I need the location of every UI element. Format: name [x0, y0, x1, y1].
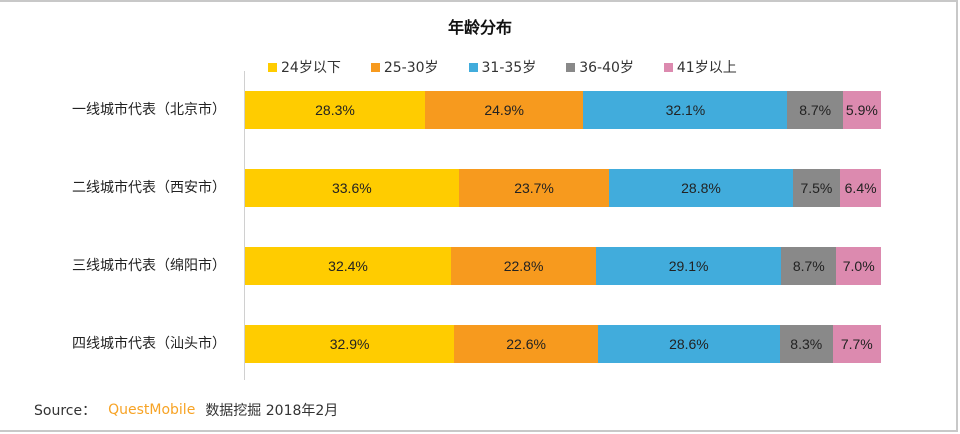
bar-segment-over-41: 7.0% [836, 247, 881, 285]
legend-label: 25-30岁 [383, 60, 439, 76]
stacked-bar-tier2: 33.6% 23.7% 28.8% 7.5% 6.4% [245, 169, 881, 207]
category-axis-line [244, 71, 245, 380]
source-note: Source： QuestMobile 数据挖掘 2018年2月 [34, 400, 338, 420]
legend-item-over-41: 41岁以上 [663, 57, 737, 77]
bar-segment-36-40: 8.7% [781, 247, 837, 285]
bar-segment-under-24: 28.3% [245, 91, 425, 129]
category-label: 二线城市代表（西安市） [72, 180, 226, 196]
legend-item-31-35: 31-35岁 [468, 57, 537, 77]
legend-label: 24岁以下 [281, 60, 341, 76]
bar-segment-31-35: 28.8% [609, 169, 793, 207]
legend-label: 31-35岁 [481, 60, 537, 76]
legend-item-25-30: 25-30岁 [370, 57, 439, 77]
source-prefix: Source： [34, 403, 97, 419]
legend-swatch-icon [663, 62, 673, 72]
bar-segment-under-24: 33.6% [245, 169, 459, 207]
bar-segment-36-40: 7.5% [792, 169, 841, 207]
stacked-bar-tier4: 32.9% 22.6% 28.6% 8.3% 7.7% [245, 325, 881, 363]
bar-segment-31-35: 29.1% [596, 247, 782, 285]
category-label: 一线城市代表（北京市） [72, 102, 226, 118]
bar-segment-over-41: 6.4% [840, 169, 881, 207]
bar-segment-36-40: 8.7% [787, 91, 843, 129]
bar-segment-under-24: 32.4% [245, 247, 452, 285]
bar-segment-over-41: 7.7% [832, 325, 881, 363]
bar-segment-31-35: 32.1% [583, 91, 788, 129]
bar-segment-under-24: 32.9% [245, 325, 455, 363]
stacked-bar-tier3: 32.4% 22.8% 29.1% 8.7% 7.0% [245, 247, 881, 285]
legend-item-36-40: 36-40岁 [566, 57, 634, 77]
legend-item-under-24: 24岁以下 [268, 57, 341, 77]
chart-legend: 24岁以下 25-30岁 31-35岁 36-40岁 41岁以上 [268, 57, 761, 77]
legend-swatch-icon [370, 62, 380, 72]
source-brand: QuestMobile [108, 402, 196, 418]
category-label: 三线城市代表（绵阳市） [72, 258, 226, 274]
bar-segment-25-30: 22.6% [454, 325, 598, 363]
legend-label: 36-40岁 [579, 60, 634, 76]
legend-swatch-icon [268, 62, 277, 72]
legend-swatch-icon [468, 62, 478, 72]
bar-segment-over-41: 5.9% [842, 91, 881, 129]
bar-segment-25-30: 23.7% [458, 169, 610, 207]
bar-segment-25-30: 24.9% [424, 91, 584, 129]
chart-title: 年龄分布 [447, 18, 512, 37]
bar-segment-25-30: 22.8% [451, 247, 597, 285]
stacked-bar-tier1: 28.3% 24.9% 32.1% 8.7% 5.9% [245, 91, 881, 129]
category-label: 四线城市代表（汕头市） [72, 336, 226, 352]
legend-label: 41岁以上 [676, 60, 737, 76]
bar-segment-36-40: 8.3% [779, 325, 833, 363]
bar-segment-31-35: 28.6% [597, 325, 780, 363]
legend-swatch-icon [566, 62, 576, 72]
source-suffix: 数据挖掘 2018年2月 [205, 403, 339, 419]
